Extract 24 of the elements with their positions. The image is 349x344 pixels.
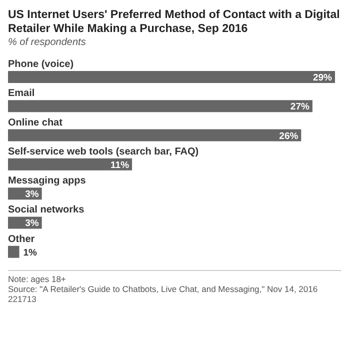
bar — [8, 100, 312, 112]
y-tick-label: Other — [8, 234, 35, 245]
y-tick-label: Messaging apps — [8, 176, 86, 187]
data-label: 26% — [279, 130, 299, 142]
data-label: 1% — [23, 247, 38, 258]
y-tick-label: Social networks — [8, 204, 85, 216]
text: Note: ages 18+ — [8, 274, 67, 284]
data-label: 3% — [25, 189, 40, 200]
chart-title: US Internet Users' Preferred Method of Contact with a Digital Retailer While Making a Purchase, Sep 2016 — [8, 8, 341, 36]
bar — [8, 129, 302, 142]
y-tick-label: Phone (voice) — [8, 59, 74, 70]
y-tick-label: Self-service web tools (search bar, FAQ) — [8, 146, 199, 158]
text: 221713 — [8, 294, 38, 304]
chart-subtitle: % of respondents — [8, 37, 87, 48]
bar — [8, 246, 20, 258]
data-label: 3% — [25, 218, 40, 230]
data-label: 29% — [312, 72, 333, 84]
data-label: 27% — [290, 102, 310, 113]
y-tick-label: Online chat — [8, 117, 64, 128]
bar — [8, 158, 132, 170]
data-label: 11% — [110, 160, 130, 171]
bar — [8, 71, 335, 83]
source-note: Source: "A Retailer's Guide to Chatbots, Live Chat, and Messaging," Nov 14, 2016 — [8, 284, 319, 294]
y-tick-label: Email — [8, 88, 35, 100]
